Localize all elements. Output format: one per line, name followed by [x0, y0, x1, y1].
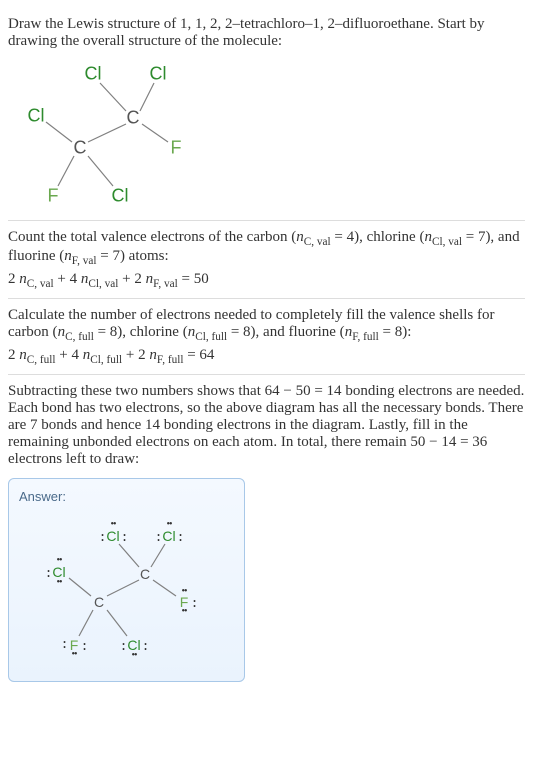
s: n [424, 229, 432, 245]
t: ), chlorine ( [354, 229, 424, 245]
c: 4 [71, 347, 79, 363]
s: F, full [157, 354, 184, 366]
s: Cl, val [432, 236, 462, 248]
t: ) atoms: [120, 248, 169, 264]
s: C, val [27, 278, 54, 290]
t: electrons left to draw: [8, 451, 139, 467]
count-text: Count the total valence electrons of the… [8, 229, 520, 264]
intro-text: Draw the Lewis structure of 1, 1, 2, 2–t… [8, 16, 485, 49]
v: 4 [347, 229, 355, 245]
structure-diagram-initial: ClClClCCFFCl [8, 56, 208, 206]
equation-valence-sum: 2 nC, val + 4 nCl, val + 2 nF, val = 50 [8, 271, 525, 290]
v: 8 [243, 324, 251, 340]
t: ), chlorine ( [117, 324, 187, 340]
s: F, val [153, 278, 178, 290]
s: F, full [352, 331, 379, 343]
r: 50 [194, 271, 209, 287]
s: C, full [27, 354, 56, 366]
c: 2 [8, 271, 16, 287]
c: 2 [134, 271, 142, 287]
answer-box: Answer: Cl••••••Cl••••••Cl••••••CCF•••••… [8, 478, 245, 682]
s: F, val [72, 255, 97, 267]
fill-text: Calculate the number of electrons needed… [8, 307, 494, 340]
t: Count the total valence electrons of the… [8, 229, 296, 245]
s: Cl, full [90, 354, 122, 366]
v: 7 [112, 248, 120, 264]
c: 2 [138, 347, 146, 363]
s: C, val [304, 236, 331, 248]
eq: 50 − 14 = 36 [410, 434, 487, 450]
equation-full-sum: 2 nC, full + 4 nCl, full + 2 nF, full = … [8, 347, 525, 366]
r: 64 [199, 347, 214, 363]
s: C, full [65, 331, 94, 343]
t: ): [402, 324, 411, 340]
answer-label: Answer: [19, 489, 234, 504]
t: ), and fluorine ( [251, 324, 345, 340]
subtract-text: Subtracting these two numbers shows that… [8, 383, 524, 467]
t: Subtracting these two numbers shows that [8, 383, 265, 399]
s: n [58, 324, 66, 340]
s: Cl, full [195, 331, 227, 343]
s: Cl, val [88, 278, 118, 290]
eq: 64 − 50 = 14 [265, 383, 342, 399]
c: 4 [70, 271, 78, 287]
s: n [296, 229, 304, 245]
s: n [64, 248, 72, 264]
c: 2 [8, 347, 16, 363]
structure-diagram-answer: Cl••••••Cl••••••Cl••••••CCF••••••F••••••… [19, 510, 214, 665]
